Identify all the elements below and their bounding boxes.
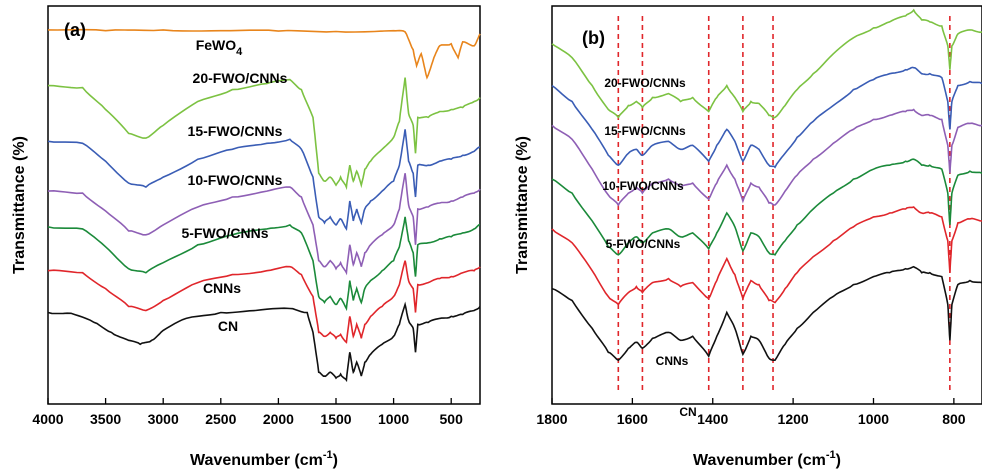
series-label: CNNs [203,280,241,296]
series-label: 5-FWO/CNNs [181,225,268,241]
series-label: FeWO4 [196,37,243,58]
x-tick-label: 1200 [778,411,809,427]
x-tick-label: 1500 [320,411,351,427]
panel-b-ylabel: Transmittance (%) [514,136,531,274]
series-line-5-fwo-cnns [551,158,982,256]
series-label: 10-FWO/CNNs [188,172,283,188]
series-line-cn [47,301,481,383]
series-label: CN [218,318,238,334]
series-line-fewo [47,28,481,80]
series-line-15-fwo-cnns [47,129,481,232]
panel-b-xlabel: Wavenumber (cm-1) [693,449,841,469]
panel-a-frame [47,5,481,405]
x-tick-label: 2000 [263,411,294,427]
x-tick-label: 800 [942,411,966,427]
series-label: 5-FWO/CNNs [606,237,681,251]
series-line-10-fwo-cnns [47,173,481,276]
x-tick-label: 1000 [378,411,409,427]
series-line-cnns [47,260,481,344]
series-line-cn [551,265,982,362]
x-tick-label: 1600 [617,411,648,427]
panel-b-xlabel-sup: -1 [826,449,836,461]
panel-a: 4000 3500 3000 2500 2000 1500 1000 500 (a) FeWO… [11,5,481,469]
panel-b-frame [551,5,982,405]
series-line-20-fwo-cnns [551,8,982,119]
x-tick-label: 3500 [90,411,121,427]
x-tick-label: 3000 [148,411,179,427]
panel-b-label: (b) [582,28,605,48]
series-label: 20-FWO/CNNs [193,70,288,86]
panel-a-label: (a) [64,20,86,40]
x-tick-label: 500 [440,411,464,427]
series-line-cnns [551,206,982,306]
series-label: 20-FWO/CNNs [604,76,686,90]
series-line-5-fwo-cnns [47,216,481,312]
panel-b: 1800 1600 1400 1200 1000 800 (b) 20-FWO/CNNs 1… [514,5,982,469]
series-line-20-fwo-cnns [47,77,481,191]
panel-a-ylabel: Transmittance (%) [11,136,28,274]
panel-a-xlabel-close: ) [333,452,338,469]
series-label: CNNs [656,354,689,368]
panel-a-xlabel-sup: -1 [323,449,333,461]
series-line-10-fwo-cnns [551,108,982,207]
series-label: CN [679,405,696,419]
series-label-subscript: 4 [236,46,243,58]
series-label: 15-FWO/CNNs [188,123,283,139]
x-tick-label: 1000 [858,411,889,427]
panel-a-xlabel: Wavenumber (cm-1) [190,449,338,469]
panel-b-xlabel-main: Wavenumber (cm [693,452,826,469]
x-tick-label: 1800 [536,411,567,427]
x-tick-label: 4000 [32,411,63,427]
series-label: 10-FWO/CNNs [602,179,684,193]
x-tick-label: 1400 [697,411,728,427]
series-line-15-fwo-cnns [551,66,982,169]
series-label: 15-FWO/CNNs [604,124,686,138]
panel-b-xlabel-close: ) [836,452,841,469]
panel-a-xlabel-main: Wavenumber (cm [190,452,323,469]
x-tick-label: 2500 [205,411,236,427]
